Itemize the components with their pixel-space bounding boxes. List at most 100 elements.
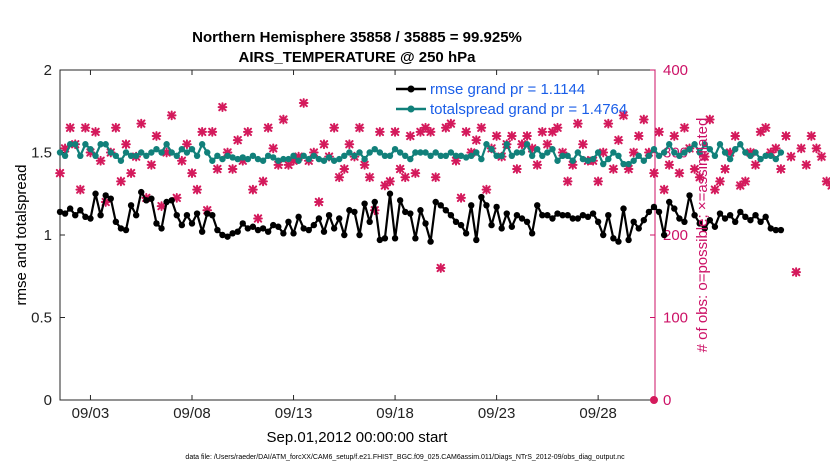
totalspread-point bbox=[254, 155, 262, 163]
totalspread-point bbox=[777, 149, 785, 156]
totalspread-point bbox=[275, 157, 282, 164]
obs-assimilated-point bbox=[415, 127, 426, 137]
rmse-point bbox=[655, 208, 663, 216]
totalspread-point bbox=[671, 149, 678, 156]
obs-assimilated-point bbox=[491, 131, 502, 141]
totalspread-point bbox=[473, 149, 480, 156]
totalspread-point bbox=[351, 152, 358, 159]
totalspread-point bbox=[452, 152, 460, 159]
x-tick-label: 09/23 bbox=[478, 405, 516, 422]
totalspread-point bbox=[564, 152, 571, 159]
rmse-point bbox=[493, 203, 500, 211]
rmse-point bbox=[188, 220, 196, 227]
y-right-axis-label: # of obs: o=possible; ×=assimilated bbox=[694, 118, 711, 353]
obs-assimilated-point bbox=[116, 176, 126, 187]
obs-assimilated-point bbox=[537, 127, 548, 137]
rmse-point bbox=[676, 215, 683, 222]
rmse-point bbox=[666, 198, 673, 206]
rmse-point bbox=[462, 230, 470, 237]
obs-assimilated-point bbox=[654, 127, 664, 137]
rmse-point bbox=[528, 230, 536, 237]
chart-title: Northern Hemisphere 35858 / 35885 = 99.9… bbox=[192, 29, 522, 46]
obs-assimilated-point bbox=[633, 131, 644, 141]
rmse-point bbox=[61, 210, 69, 217]
totalspread-point bbox=[686, 146, 693, 153]
rmse-point bbox=[457, 221, 465, 229]
obs-assimilated-point bbox=[552, 122, 563, 133]
y-tick-label: 0 bbox=[44, 392, 52, 409]
rmse-point bbox=[92, 190, 99, 197]
obs-assimilated-point bbox=[65, 122, 75, 133]
totalspread-point bbox=[539, 152, 546, 159]
totalspread-point bbox=[407, 155, 414, 163]
legend: rmse grand pr = 1.1144 totalspread grand… bbox=[396, 81, 627, 118]
x-axis: 09/03 09/08 09/13 09/18 09/23 09/28 bbox=[72, 70, 617, 422]
obs-assimilated-point bbox=[95, 155, 106, 166]
totalspread-point bbox=[280, 155, 287, 163]
rmse-point bbox=[391, 235, 399, 242]
rmse-point bbox=[468, 202, 475, 209]
totalspread-point bbox=[249, 152, 257, 159]
rmse-point bbox=[777, 226, 785, 234]
rmse-point bbox=[138, 188, 145, 196]
totalspread-point bbox=[579, 155, 587, 163]
rmse-point bbox=[681, 218, 688, 225]
rmse-point bbox=[508, 223, 516, 230]
rmse-point bbox=[513, 212, 521, 219]
obs-assimilated-point bbox=[364, 172, 375, 183]
obs-assimilated-point bbox=[572, 118, 583, 129]
obs-assimilated-point bbox=[314, 197, 324, 207]
totalspread-point bbox=[726, 155, 734, 163]
totalspread-point bbox=[219, 155, 226, 163]
totalspread-point bbox=[534, 146, 541, 153]
obs-assimilated-point bbox=[212, 164, 223, 174]
obs-assimilated-point bbox=[232, 135, 243, 145]
totalspread-point bbox=[224, 152, 231, 159]
totalspread-point bbox=[483, 141, 490, 148]
rmse-point bbox=[412, 235, 419, 242]
rmse-point bbox=[721, 215, 729, 222]
obs-assimilated-point bbox=[435, 263, 446, 273]
rmse-point bbox=[752, 212, 759, 219]
rmse-point bbox=[452, 218, 460, 225]
totalspread-point bbox=[442, 152, 450, 159]
obs-assimilated-point bbox=[55, 168, 65, 178]
totalspread-point bbox=[402, 152, 409, 159]
rmse-point bbox=[259, 225, 267, 232]
totalspread-point bbox=[163, 141, 170, 148]
totalspread-point bbox=[660, 149, 668, 156]
rmse-point bbox=[407, 210, 414, 217]
obs-assimilated-point bbox=[791, 267, 801, 277]
totalspread-point bbox=[290, 152, 297, 159]
totalspread-point bbox=[757, 155, 764, 163]
obs-assimilated-point bbox=[197, 127, 207, 137]
totalspread-point bbox=[544, 149, 551, 156]
chart-subtitle: AIRS_TEMPERATURE @ 250 hPa bbox=[239, 49, 477, 66]
x-tick-label: 09/18 bbox=[376, 405, 414, 422]
obs-assimilated-point bbox=[354, 122, 365, 133]
totalspread-point bbox=[528, 152, 536, 159]
totalspread-point bbox=[386, 152, 394, 159]
obs-assimilated-point bbox=[156, 201, 167, 211]
totalspread-point bbox=[508, 152, 516, 159]
rmse-point bbox=[325, 212, 333, 219]
obs-assimilated-point bbox=[689, 164, 700, 174]
obs-assimilated-point bbox=[547, 127, 558, 137]
rmse-point bbox=[178, 221, 186, 229]
totalspread-series bbox=[56, 141, 785, 168]
rmse-point bbox=[82, 213, 89, 221]
rmse-point bbox=[767, 225, 774, 232]
totalspread-point bbox=[214, 152, 221, 159]
rmse-point bbox=[706, 216, 714, 224]
rmse-point bbox=[87, 215, 94, 222]
totalspread-point bbox=[676, 152, 683, 159]
totalspread-point bbox=[762, 152, 769, 159]
totalspread-point bbox=[630, 157, 637, 164]
totalspread-point bbox=[462, 154, 470, 161]
rmse-point bbox=[660, 231, 668, 239]
obs-assimilated-point bbox=[90, 127, 101, 137]
obs-assimilated-point bbox=[182, 139, 192, 150]
totalspread-point bbox=[559, 152, 566, 159]
totalspread-point bbox=[92, 152, 99, 159]
